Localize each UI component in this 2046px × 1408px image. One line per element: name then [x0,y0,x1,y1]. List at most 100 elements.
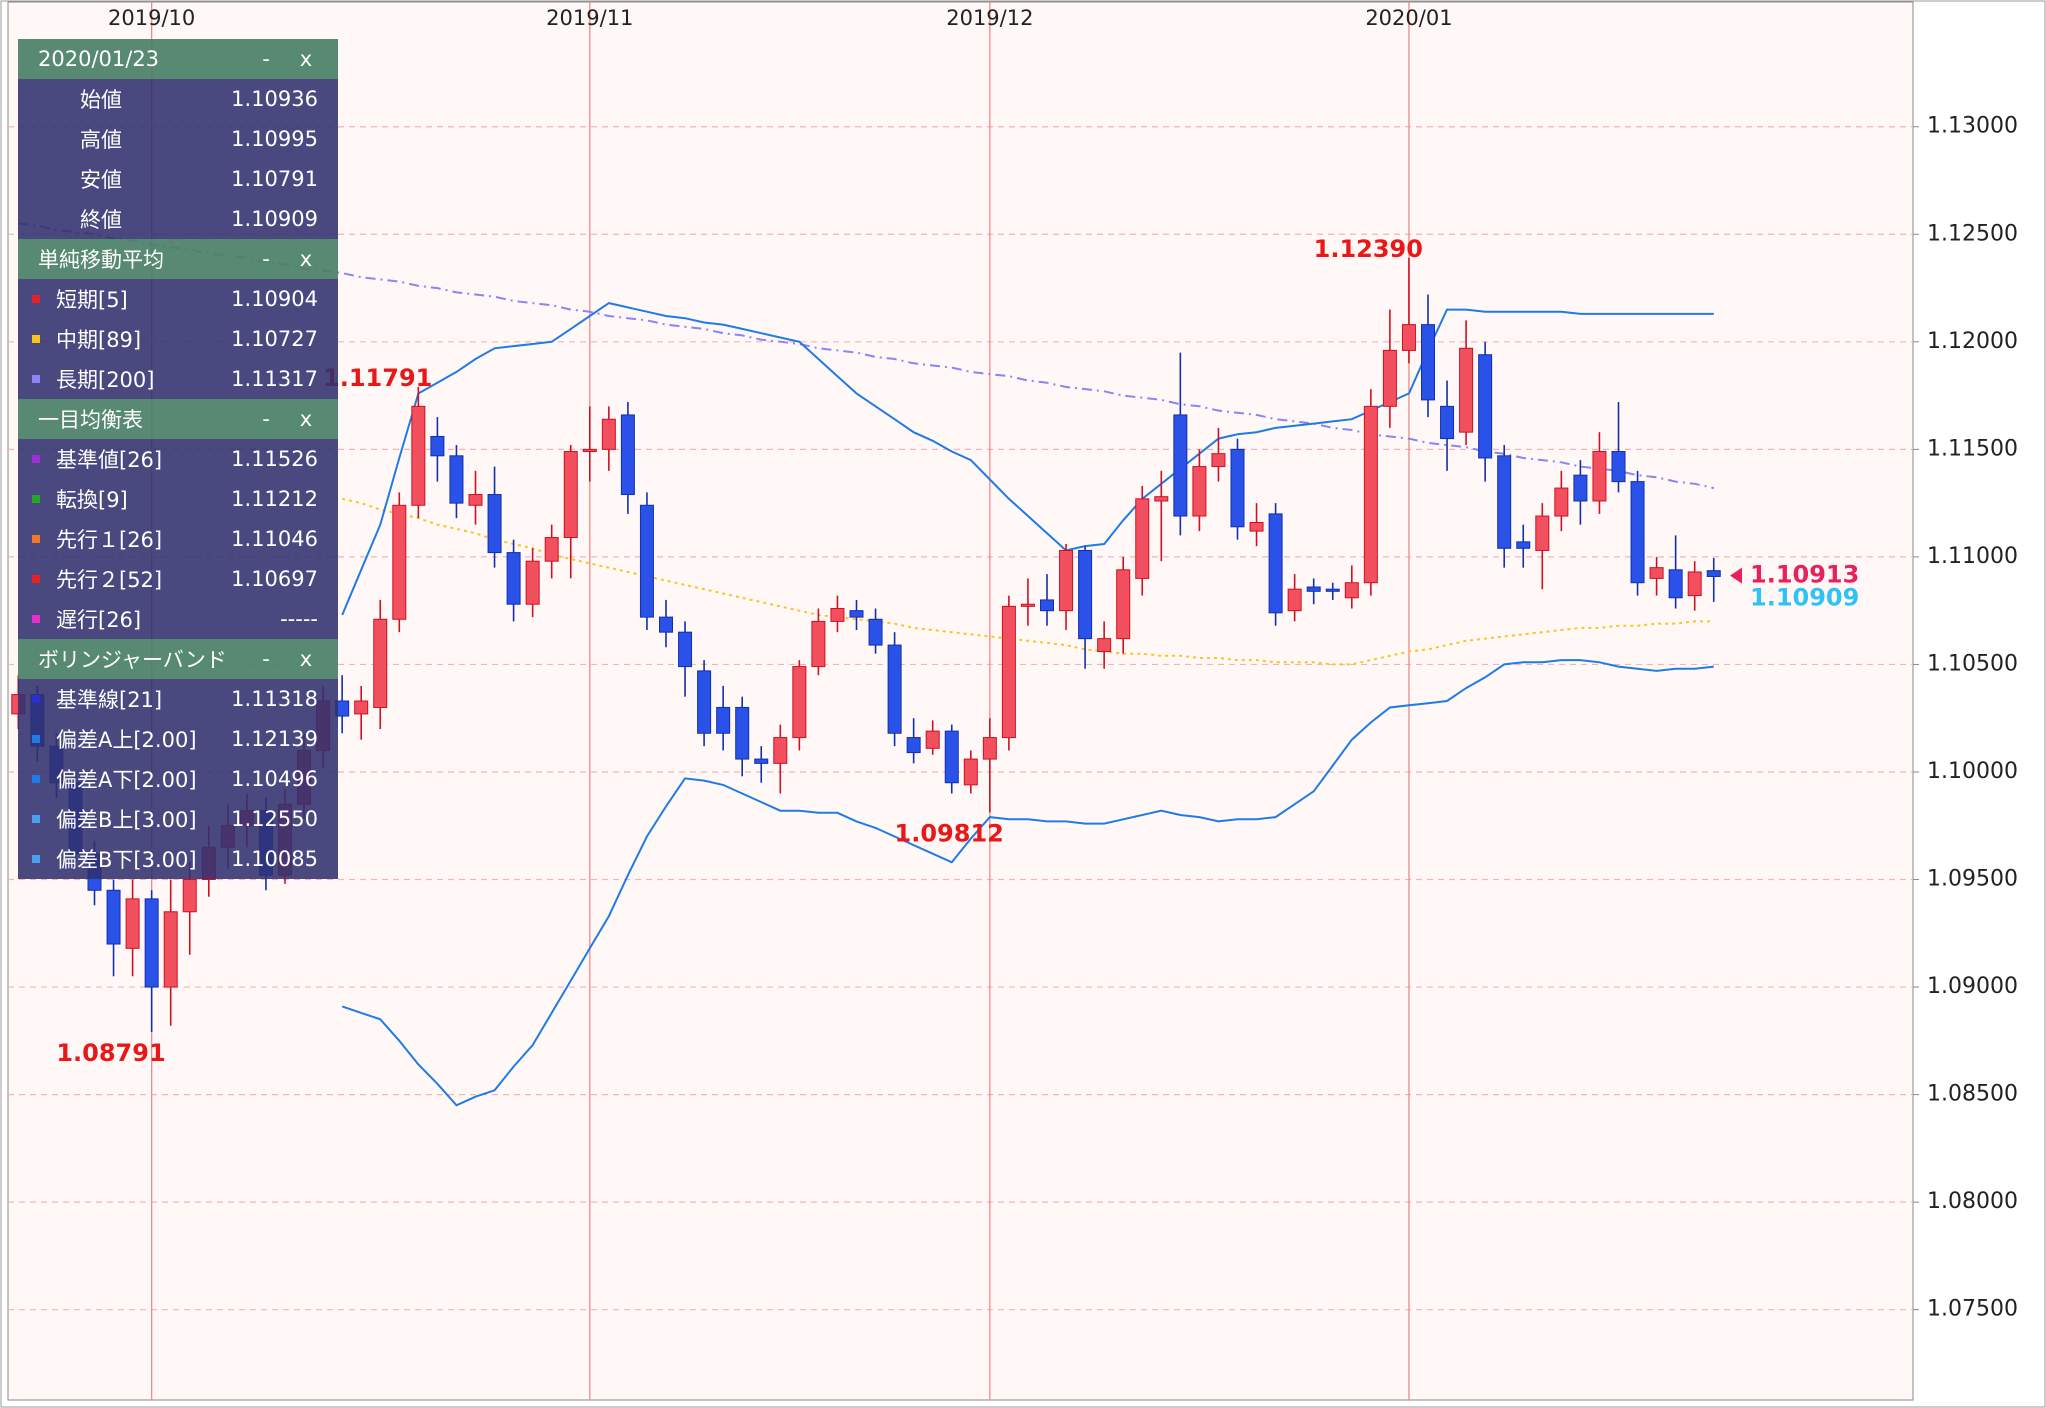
candle-body [1097,638,1112,653]
candle-body [1611,451,1626,483]
row-value: 1.10909 [231,207,318,231]
extreme-label: 1.11791 [323,364,432,392]
panel-header: 単純移動平均 - x [18,239,338,279]
row-value: 1.10085 [231,847,318,871]
candle-body [544,537,559,562]
minimize-button[interactable]: - [262,407,270,431]
candles [11,257,1721,1033]
candle-body [354,700,369,715]
candle-body [1078,549,1093,640]
panel-row: 偏差A下[2.00] 1.10496 [18,759,338,799]
y-tick-label: 1.09000 [1927,974,2018,999]
minimize-button[interactable]: - [262,247,270,271]
row-value: 1.10791 [231,167,318,191]
candle-body [1630,481,1645,584]
panel-row: 偏差B下[3.00] 1.10085 [18,839,338,879]
extreme-label: 1.12390 [1314,235,1423,263]
candle-body [925,730,940,749]
candle-body [125,898,140,949]
close-button[interactable]: x [299,407,313,431]
candle-body [1401,324,1416,351]
candle-body [1573,474,1588,502]
minimize-button[interactable]: - [262,47,270,71]
candle-body [1040,599,1054,612]
candle-body [1192,466,1207,517]
candle-body [430,435,445,457]
y-tick-label: 1.07500 [1927,1297,2018,1322]
row-label: 偏差A下[2.00] [56,768,197,792]
indicator-panel: 2020/01/23 - x 始値 1.10936 高値 1.10995 安値 1.10791 終… [18,39,338,879]
y-tick-label: 1.11000 [1927,544,2018,569]
close-button[interactable]: x [299,647,313,671]
candle-body [639,504,654,618]
color-swatch [32,535,40,543]
candle-body [620,414,635,496]
row-label: 始値 [80,88,122,112]
candle-body [659,616,673,633]
candle-body [1382,349,1397,407]
indicator-line [341,302,1714,616]
candle-body [1154,496,1169,502]
panel-row: 偏差B上[3.00] 1.12550 [18,799,338,839]
candle-body [1020,603,1035,607]
candle-body [944,730,959,784]
row-label: 短期[5] [56,288,128,312]
candle-body [601,418,616,450]
row-label: 偏差A上[2.00] [56,728,197,752]
candle-body [468,494,483,506]
candle-body [487,494,502,554]
y-tick-label: 1.12500 [1927,221,2018,246]
row-value: 1.12550 [231,807,318,831]
x-tick-label: 2019/11 [546,6,633,30]
candle-body [1306,586,1321,592]
panel-row: 終値 1.10909 [18,199,338,239]
y-tick-label: 1.11500 [1927,436,2018,461]
candle-body [754,758,769,764]
candle-body [716,706,731,734]
candle-body [1249,521,1264,532]
minimize-button[interactable]: - [262,647,270,671]
candle-body [811,620,826,668]
candle-body [735,706,750,760]
candle-body [1325,588,1340,592]
close-button[interactable]: x [299,47,313,71]
candle-body [1211,453,1226,468]
color-swatch [32,695,40,703]
candle-body [1116,569,1131,640]
panel-header: ボリンジャーバンド - x [18,639,338,679]
candle-body [1592,451,1607,502]
row-label: 中期[89] [56,328,142,352]
y-tick-label: 1.09500 [1927,867,2018,892]
candle-body [1554,487,1569,517]
row-value: 1.12139 [231,727,318,751]
panel-row: 安値 1.10791 [18,159,338,199]
candle-body [1135,498,1150,579]
candle-body [1535,515,1550,551]
panel-title: 単純移動平均 [38,248,164,272]
color-swatch [32,495,40,503]
y-tick-label: 1.10000 [1927,759,2018,784]
panel-header: 一目均衡表 - x [18,399,338,439]
color-swatch [32,575,40,583]
panel-row: 中期[89] 1.10727 [18,319,338,359]
row-value: ----- [280,607,318,631]
row-label: 長期[200] [56,368,155,392]
candle-body [1230,448,1245,528]
candle-body [506,552,521,605]
indicator-line [341,659,1714,1107]
row-label: 基準線[21] [56,688,163,712]
color-swatch [32,295,40,303]
panel-title: 2020/01/23 [38,47,160,71]
candle-body [1173,414,1188,517]
close-button[interactable]: x [299,247,313,271]
row-value: 1.11212 [231,487,318,511]
candle-body [1344,582,1359,599]
candle-body [1668,569,1683,599]
color-swatch [32,375,40,383]
panel-row: 遅行[26] ----- [18,599,338,639]
row-value: 1.10697 [231,567,318,591]
x-tick-label: 2019/12 [946,6,1033,30]
y-tick-label: 1.12000 [1927,329,2018,354]
extreme-label: 1.09812 [895,819,1004,847]
x-tick-label: 2019/10 [108,6,195,30]
